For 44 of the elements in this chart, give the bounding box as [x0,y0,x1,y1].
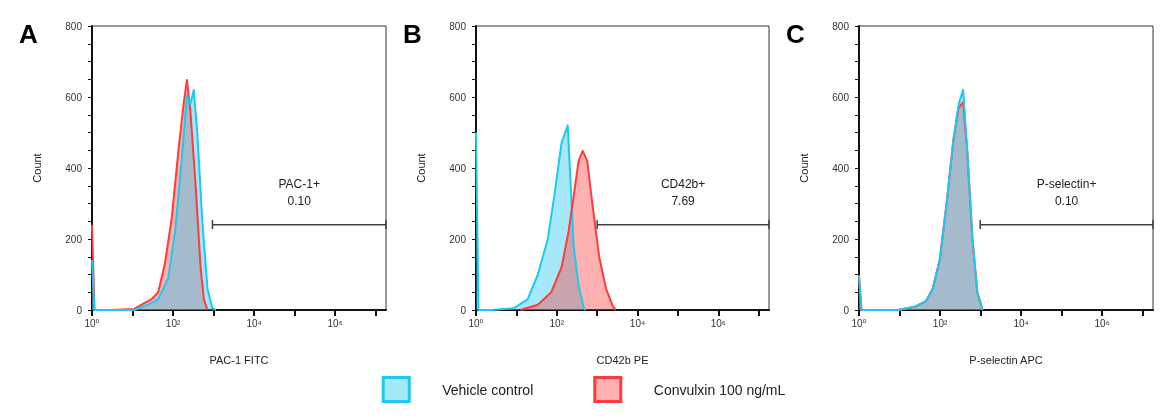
y-axis-title: Count [797,153,810,183]
x-tick-label: 10⁰ [84,317,100,329]
y-tick-label: 200 [832,233,850,245]
x-tick-label: 10² [165,317,181,329]
y-axis-title: Count [30,153,43,183]
x-tick-label: 10⁶ [327,317,343,329]
x-tick-label: 10⁴ [629,317,646,329]
x-axis-title: CD42b PE [596,353,649,366]
legend-label: Convulxin 100 ng/mL [653,381,786,398]
y-tick-label: 800 [832,20,850,32]
y-axis-title: Count [414,153,427,183]
annotation: PAC-1+ [278,176,320,191]
y-tick-label: 0 [76,304,83,316]
chart-title: B [403,19,422,49]
x-tick-label: 10⁴ [1013,317,1029,329]
x-tick-label: 10⁰ [468,317,484,329]
annotation: 0.10 [1054,193,1079,208]
x-tick-label: 10² [549,317,565,329]
chart-title: C [786,19,805,49]
y-tick-label: 400 [832,162,850,174]
x-tick-label: 10⁶ [710,317,726,329]
y-tick-label: 600 [449,91,467,103]
annotation: CD42b+ [660,176,706,191]
y-tick-label: 800 [65,20,83,32]
y-tick-label: 200 [65,233,83,245]
x-axis-title: P-selectin APC [969,353,1043,366]
annotation: 0.10 [287,193,312,208]
legend-label: Vehicle control [442,381,534,398]
x-tick-label: 10⁶ [1094,317,1110,329]
y-tick-label: 0 [843,304,850,316]
y-tick-label: 800 [449,20,467,32]
annotation: 7.69 [671,193,696,208]
chart-title: A [19,19,38,49]
y-tick-label: 200 [449,233,467,245]
x-tick-label: 10⁰ [851,317,867,329]
x-tick-label: 10⁴ [246,317,262,329]
annotation: P-selectin+ [1036,176,1097,191]
y-tick-label: 600 [832,91,850,103]
y-tick-label: 400 [449,162,467,174]
x-axis-title: PAC-1 FITC [209,353,269,366]
y-tick-label: 0 [460,304,467,316]
y-tick-label: 600 [65,91,83,103]
x-tick-label: 10² [932,317,948,329]
y-tick-label: 400 [65,162,83,174]
